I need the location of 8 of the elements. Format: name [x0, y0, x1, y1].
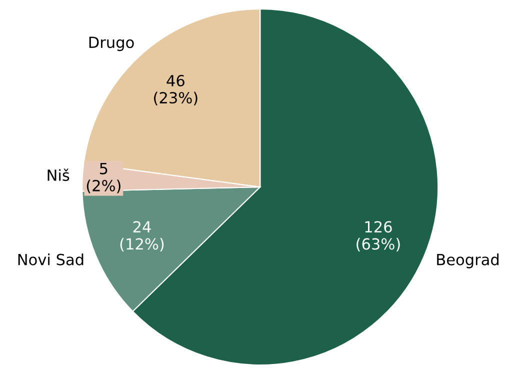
data-label: 5 (2%)	[86, 162, 120, 194]
slice-label: Novi Sad	[18, 254, 84, 266]
slice-label: Drugo	[89, 36, 134, 52]
legend-label: Niš	[48, 168, 70, 182]
slice-label: Beograd	[437, 254, 499, 268]
data-label: 126 (63%)	[356, 221, 400, 252]
data-label: 46 (23%)	[154, 74, 198, 106]
data-label: 24 (12%)	[120, 221, 164, 252]
